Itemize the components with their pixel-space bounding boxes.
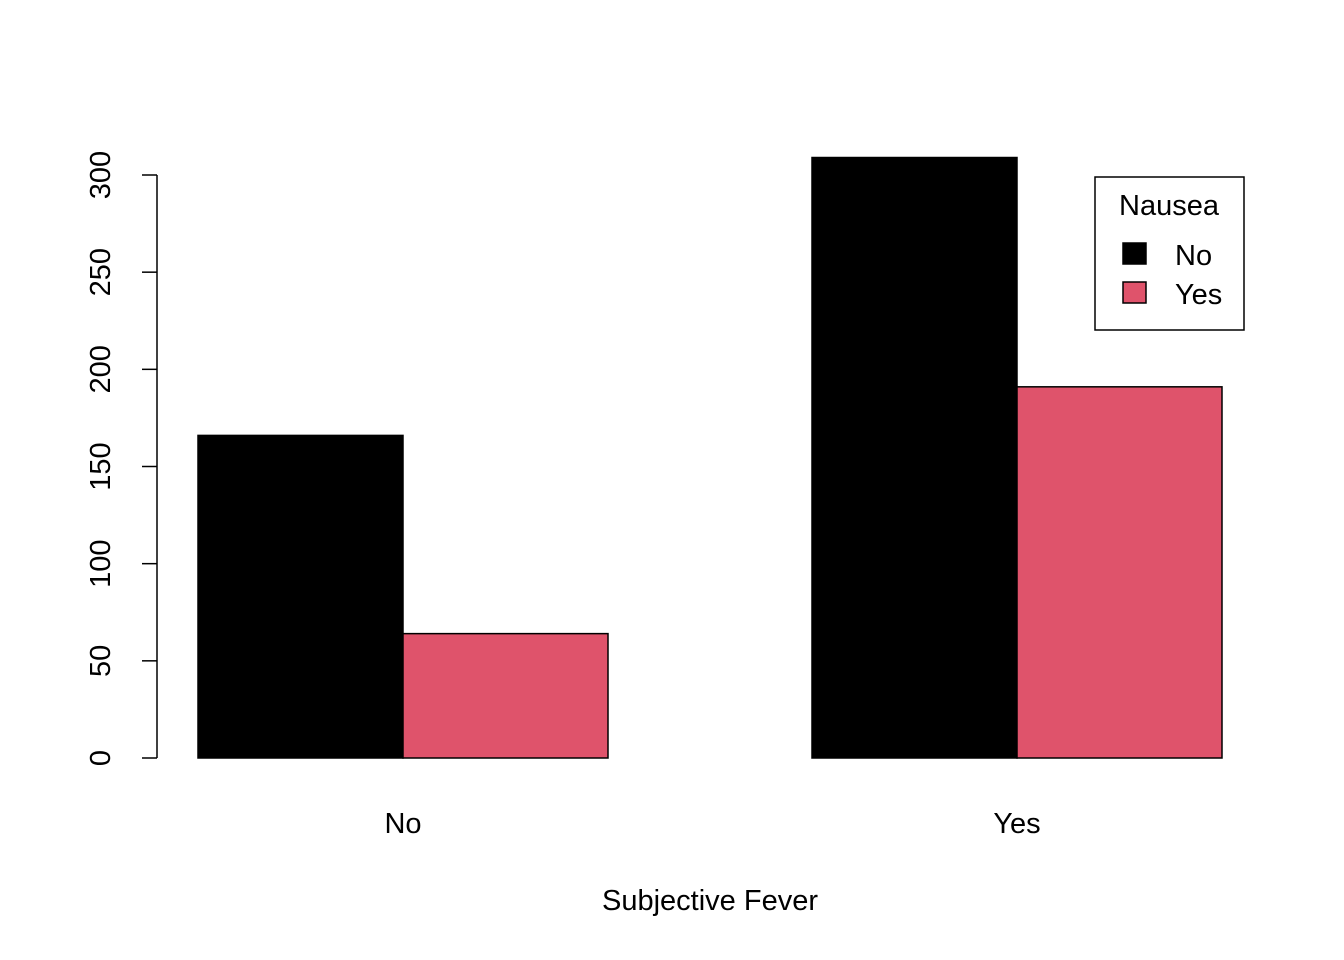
y-tick-label: 100 [85, 539, 117, 587]
y-tick-label: 250 [85, 248, 117, 296]
y-tick-label: 300 [85, 151, 117, 199]
x-axis-title: Subjective Fever [602, 885, 818, 917]
legend-swatch [1122, 242, 1147, 265]
y-tick-label: 200 [85, 345, 117, 393]
legend: Nausea No Yes [1094, 176, 1245, 331]
bar-yes-no [811, 156, 1018, 759]
y-axis: 0 50 100 150 200 250 300 [85, 151, 158, 766]
y-tick-label: 50 [85, 645, 117, 677]
bar-no-no [197, 434, 404, 759]
legend-title: Nausea [1119, 190, 1220, 222]
bars [197, 156, 1223, 759]
y-tick-label: 150 [85, 442, 117, 490]
y-tick-label: 0 [85, 750, 117, 766]
legend-box [1094, 176, 1245, 331]
legend-swatch [1122, 281, 1147, 304]
legend-label: No [1175, 240, 1212, 272]
x-tick-labels: No Yes [384, 808, 1040, 840]
bar-no-yes [402, 632, 609, 759]
bar-yes-yes [1016, 386, 1223, 759]
legend-label: Yes [1175, 279, 1222, 311]
x-tick-label: Yes [993, 808, 1040, 840]
x-tick-label: No [384, 808, 421, 840]
